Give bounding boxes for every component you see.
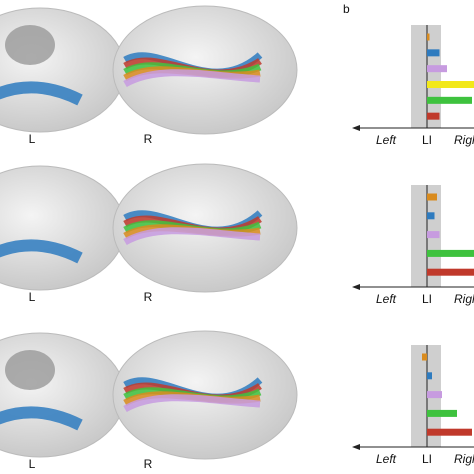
axis-label: LI [422, 452, 432, 466]
brain-label: L [29, 132, 36, 146]
brain-label: L [29, 290, 36, 304]
bar [427, 372, 432, 380]
brain-left [0, 7, 126, 133]
tract [0, 81, 83, 106]
panel-label: b [343, 2, 350, 16]
brain-label: R [144, 290, 153, 304]
bar [427, 49, 440, 57]
tract [0, 239, 83, 264]
brain-images: L R L R L R [0, 5, 298, 471]
bar [427, 409, 457, 417]
axis-arrow [352, 444, 360, 450]
axis-label: Left [376, 452, 397, 466]
bar [427, 81, 474, 88]
bar [427, 391, 442, 399]
axis-arrow [352, 284, 360, 290]
tract [5, 25, 55, 65]
li-band [411, 25, 441, 128]
bar [422, 353, 427, 361]
bar [427, 65, 447, 73]
tract [0, 406, 83, 431]
tract [123, 69, 261, 88]
bar [427, 428, 472, 436]
tract [5, 350, 55, 390]
axis-label: LI [422, 133, 432, 147]
brain-left [0, 332, 126, 458]
bar [427, 193, 437, 201]
tract [123, 394, 261, 413]
bar [427, 33, 430, 41]
bar [427, 212, 435, 220]
bar [427, 268, 474, 276]
axis-label: Right [454, 452, 474, 466]
brain-label: R [144, 132, 153, 146]
axis-arrow [352, 125, 360, 131]
tract [123, 227, 261, 246]
bar [427, 112, 440, 120]
axis-label: Left [376, 133, 397, 147]
brain-left [0, 165, 126, 291]
bar [427, 96, 472, 104]
brain-label: R [144, 457, 153, 471]
axis-label: LI [422, 292, 432, 306]
axis-label: Right [454, 292, 474, 306]
brain-label: L [29, 457, 36, 471]
axis-label: Right [454, 133, 474, 147]
bar [427, 231, 440, 239]
bar [427, 249, 474, 257]
axis-label: Left [376, 292, 397, 306]
